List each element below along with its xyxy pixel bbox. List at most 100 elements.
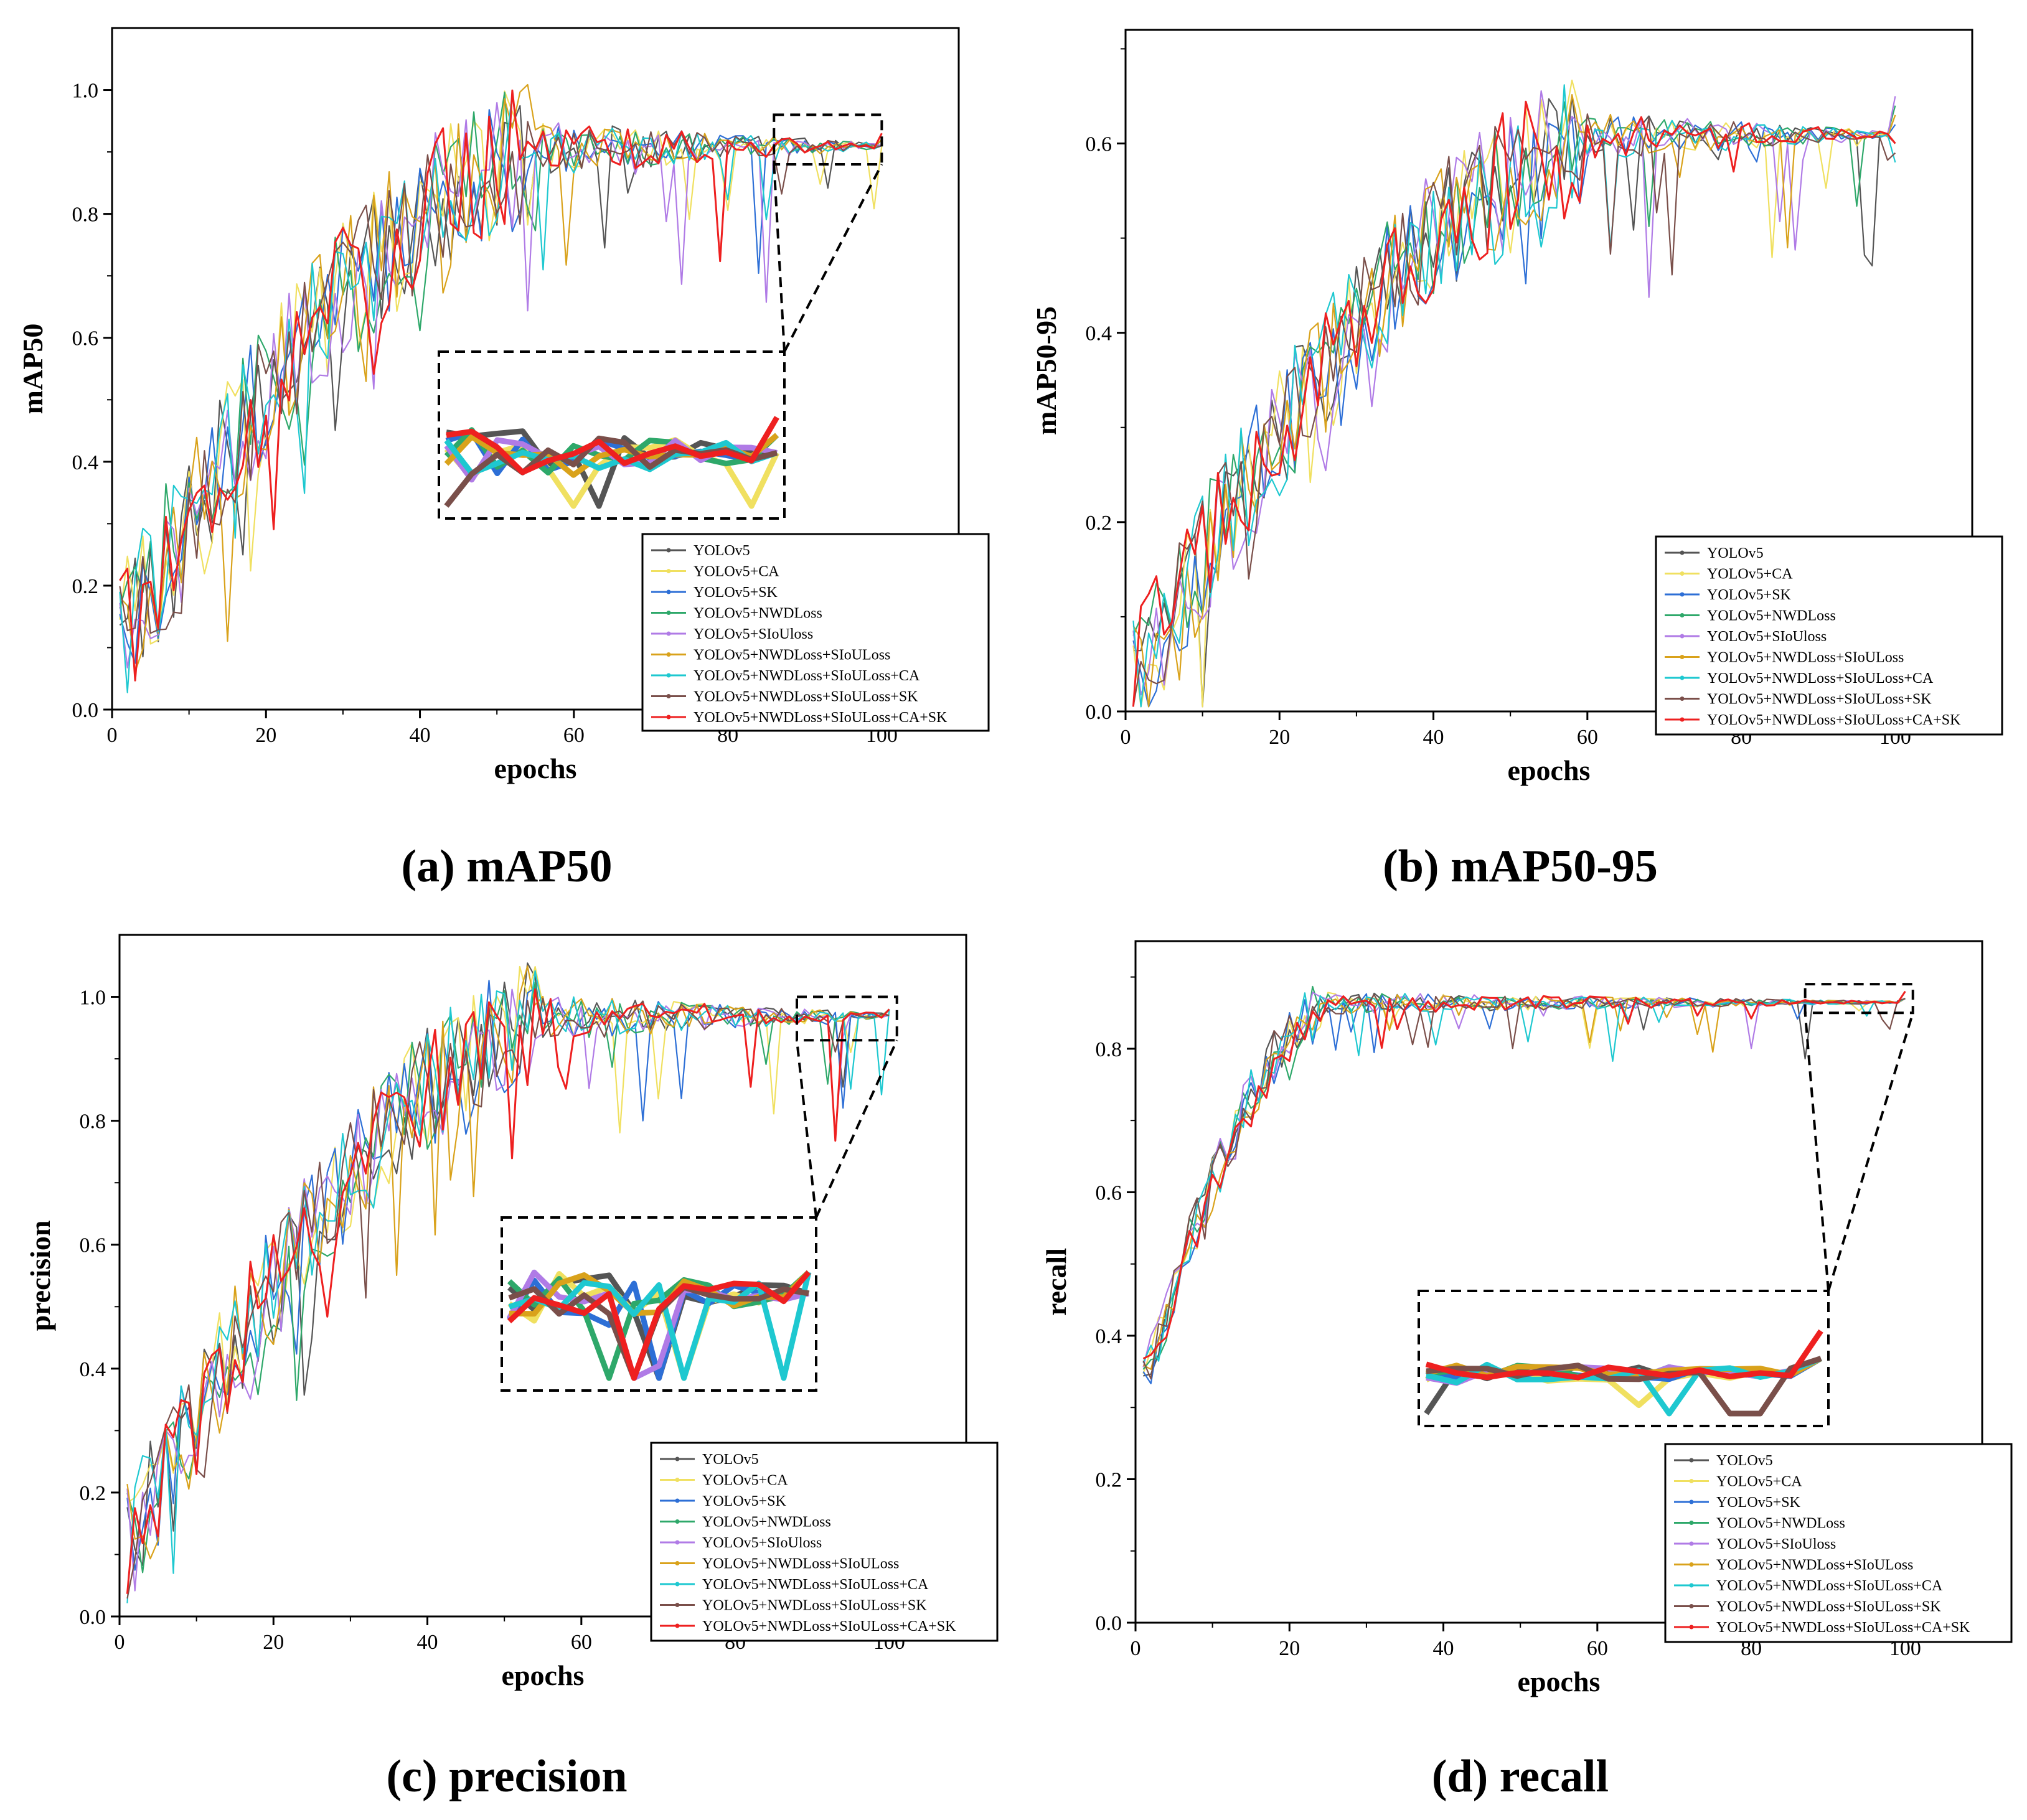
legend-label: YOLOv5+NWDLoss+SIoULoss [1707,650,1904,666]
legend-box [641,533,990,732]
legend-marker [675,1540,680,1545]
series-line [1142,990,1906,1360]
x-axis-label: epochs [494,753,577,784]
legend-marker [1680,655,1685,659]
legend-label: YOLOv5+NWDLoss+SIoULoss+SK [1716,1599,1941,1615]
y-tick-label: 1.0 [72,80,99,103]
chart-caption: (d) recall [1431,1751,1609,1802]
legend-marker [1680,717,1685,722]
y-tick-label: 0.6 [1086,133,1112,156]
chart-plot-area: 0 20 40 60 80 1000.00.20.40.60.81.0epochsmAP5… [17,27,990,784]
legend-marker [666,548,671,553]
legend-marker [1689,1604,1694,1608]
zoom-connector [773,164,786,352]
y-tick-label: 0.4 [80,1358,106,1381]
x-tick-label: 40 [417,1631,438,1654]
y-tick-label: 0.0 [72,699,99,722]
series-line [1132,100,1896,707]
chart-plot-area: 0 20 40 60 80 1000.00.20.40.60.8epochsrecallY… [1040,940,2013,1697]
legend-marker [1689,1521,1694,1525]
legend-marker [1680,697,1685,701]
x-tick-label: 0 [107,724,118,747]
series-line [126,998,890,1599]
y-tick-label: 0.4 [1086,322,1112,345]
chart-recall: 0 20 40 60 80 1000.00.20.40.60.8epochsrecallY… [1040,940,2013,1697]
y-tick-label: 1.0 [80,987,106,1010]
x-axis-label: epochs [502,1659,585,1691]
series-line [1132,113,1896,707]
legend-label: YOLOv5+NWDLoss+SIoULoss+CA [1707,670,1934,687]
legend-marker [1680,550,1685,555]
series-line [126,982,890,1574]
chart-panel-map50: 0 20 40 60 80 100 0.0 0.2 0.4 0.6 0.8 1.0 epochs mAP5… [0,0,1014,910]
legend-label: YOLOv5 [702,1452,759,1468]
x-tick-label: 20 [255,724,276,747]
legend-label: YOLOv5+NWDLoss [1707,608,1836,624]
y-axis-label: mAP50-95 [1030,306,1062,435]
inset-series-line [1426,1356,1822,1417]
chart-plot-area: 0 20 40 60 80 1000.00.20.40.6epochsmAP50-95YO… [1030,29,2003,786]
legend-marker [666,631,671,636]
legend-marker [675,1561,680,1565]
plot-frame [1134,940,1983,1624]
y-axis-label: precision [24,1220,56,1331]
legend-marker [666,673,671,678]
legend-marker [1680,571,1685,576]
legend-marker [1680,613,1685,617]
zoom-connector [1827,1012,1914,1292]
legend-label: YOLOv5+CA [702,1473,788,1489]
series-line [126,988,890,1594]
legend-label: YOLOv5+NWDLoss [1716,1516,1845,1532]
legend-label: YOLOv5+SK [1707,587,1792,603]
legend-marker [1680,675,1685,680]
legend-label: YOLOv5 [1716,1453,1773,1469]
y-tick-label: 0.0 [80,1606,106,1629]
chart-panel-map50-95: 0 20 40 60 80 100 0.0 0.2 0.4 0.6 epochs mAP50-95 YO… [1014,0,2027,910]
chart-precision: 0 20 40 60 80 1000.00.20.40.60.81.0epochsprec… [24,934,999,1691]
inset-series-line [1425,1329,1823,1381]
y-tick-label: 0.2 [72,575,99,598]
x-tick-label: 40 [1423,726,1444,749]
legend-label: YOLOv5+NWDLoss+SIoULoss+CA+SK [694,710,948,726]
legend-marker [666,652,671,657]
legend-label: YOLOv5+SK [1716,1494,1801,1511]
chart-map50-95: 0 20 40 60 80 1000.00.20.40.6epochsmAP50-95YO… [1030,29,2003,786]
y-tick-label: 0.6 [80,1234,106,1257]
legend-marker [675,1478,680,1482]
zoom-region-box [796,995,898,1042]
legend-label: YOLOv5+NWDLoss+SIoULoss [702,1556,899,1572]
legend-marker [1689,1562,1694,1567]
y-tick-label: 0.4 [72,451,99,474]
legend-marker [1689,1458,1694,1463]
legend-box [1664,1443,2013,1643]
legend-marker [675,1519,680,1524]
y-tick-label: 0.2 [80,1482,106,1505]
legend-marker [666,715,671,720]
inset-series-line [444,438,778,476]
plot-frame [118,934,967,1618]
y-tick-label: 0.6 [1096,1181,1122,1204]
legend-label: YOLOv5+NWDLoss+SIoULoss+CA [694,668,920,684]
x-tick-label: 60 [1587,1637,1608,1660]
zoom-connector [1804,1013,1830,1292]
y-tick-label: 0.6 [72,327,99,350]
legend-marker [1689,1583,1694,1588]
legend-marker [675,1456,680,1461]
legend-label: YOLOv5+NWDLoss+SIoULoss+CA+SK [702,1618,956,1635]
legend-marker [1689,1499,1694,1504]
legend-box [1655,535,2003,736]
series-line [1142,992,1906,1364]
series-line [1142,994,1906,1380]
chart-caption: (b) mAP50-95 [1383,841,1658,892]
plot-frame [1124,29,1973,713]
series-line [1132,101,1896,636]
y-tick-label: 0.8 [1096,1038,1122,1061]
inset-series-line [507,1270,811,1381]
y-tick-label: 0.8 [80,1110,106,1133]
legend-label: YOLOv5+SIoUloss [694,626,813,642]
x-tick-label: 40 [410,724,431,747]
x-tick-label: 60 [1577,726,1598,749]
series-line [119,92,882,693]
zoom-inset-box [1418,1290,1830,1427]
legend-label: YOLOv5+NWDLoss [694,606,822,622]
